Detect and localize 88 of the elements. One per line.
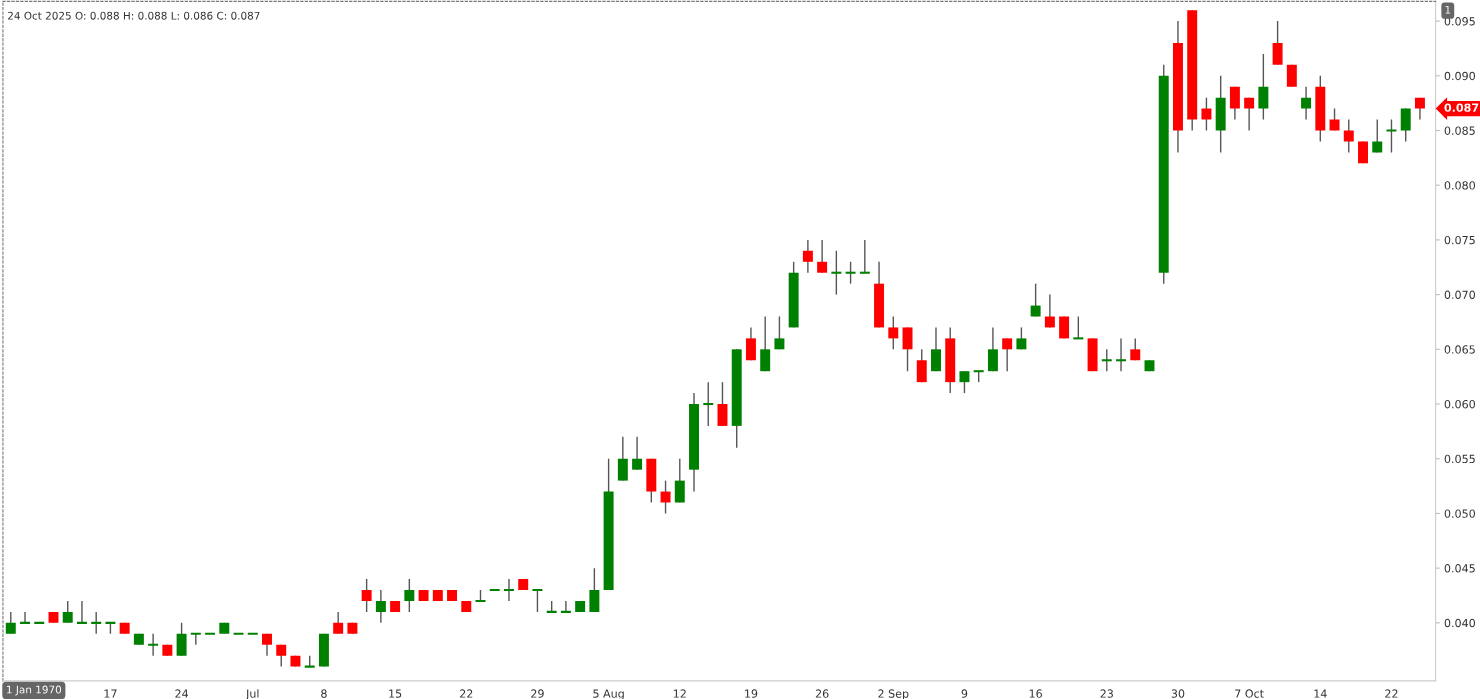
y-tick-label: 0.095: [1444, 17, 1475, 26]
candlestick: [702, 381, 715, 427]
y-tick-label: 0.050: [1444, 509, 1475, 518]
candlestick: [1343, 118, 1354, 154]
candlestick: [1329, 107, 1340, 132]
candlestick: [760, 315, 771, 372]
candlestick: [1258, 53, 1269, 121]
x-tick-label: 16: [1029, 689, 1042, 698]
candlestick: [75, 600, 88, 624]
x-tick-label: 8: [321, 689, 327, 698]
candlestick: [375, 589, 386, 624]
x-tick-label: 22: [1385, 689, 1398, 698]
candlestick: [333, 611, 344, 635]
candlestick: [858, 239, 871, 274]
candlestick: [830, 250, 843, 296]
x-tick-label: 30: [1171, 689, 1185, 698]
x-tick-label: 5 Aug: [593, 689, 624, 699]
x-tick-label: 15: [389, 689, 402, 698]
candlestick: [404, 578, 415, 613]
candlestick: [959, 370, 970, 394]
x-tick-label: 19: [745, 689, 758, 698]
candlestick: [62, 600, 73, 624]
candlestick: [531, 588, 544, 613]
y-tick-label: 0.045: [1444, 564, 1475, 573]
y-tick-label: 0.060: [1444, 400, 1475, 409]
candlestick: [617, 436, 628, 482]
candlestick: [5, 611, 16, 635]
candlestick: [774, 315, 785, 351]
candlestick: [817, 239, 828, 274]
y-tick-label: 0.065: [1444, 345, 1475, 354]
candlestick: [176, 622, 187, 657]
candlestick: [1030, 282, 1041, 318]
y-tick-label: 0.085: [1444, 126, 1475, 135]
candlestick: [632, 436, 643, 471]
candlestick: [1400, 107, 1411, 143]
y-tick-label: 0.075: [1444, 235, 1475, 245]
text: 0.087: [1444, 103, 1479, 112]
candlestick: [888, 315, 899, 351]
candlestick: [1385, 118, 1398, 154]
x-tick-label: 29: [531, 689, 544, 698]
candlestick: [589, 567, 600, 613]
candlestick: [717, 381, 728, 427]
x-tick-label: 24: [175, 689, 189, 698]
candlestick: [1044, 293, 1055, 329]
candlestick: [1229, 86, 1240, 121]
text: 24 Oct 2025 O: 0.088 H: 0.088 L: 0.086 C: 0.087: [8, 11, 260, 20]
x-tick-label: 14: [1314, 689, 1327, 698]
candlestick: [1002, 337, 1013, 372]
candlestick: [559, 600, 572, 613]
candlestick: [660, 479, 671, 515]
x-tick-label: 12: [673, 689, 686, 698]
y-tick-label: 0.080: [1444, 181, 1475, 190]
x-tick-label: 26: [815, 689, 829, 698]
candlestick: [502, 578, 515, 602]
candlestick: [844, 261, 857, 285]
x-tick-label: Jul: [245, 689, 259, 699]
candlestick: [674, 458, 685, 504]
x-tick-label: 9: [961, 689, 968, 698]
y-tick-label: 0.040: [1444, 618, 1475, 628]
candlestick: [189, 632, 202, 646]
x-tick-label: 2 Sep: [878, 689, 909, 699]
x-tick-label: 23: [1100, 689, 1113, 698]
x-tick-label: 17: [104, 689, 117, 698]
text: 1: [1445, 5, 1451, 14]
y-tick-label: 0.090: [1444, 71, 1475, 81]
candlestick: [1072, 315, 1085, 340]
text: 1 Jan 1970: [7, 685, 62, 696]
x-tick-label: 22: [460, 689, 473, 698]
candlestick: [802, 239, 813, 274]
candlestick: [902, 326, 913, 372]
candlestick: [1301, 86, 1312, 121]
y-tick-label: 0.055: [1444, 454, 1475, 464]
candlestick: [1100, 348, 1113, 372]
candlestick: [916, 348, 927, 383]
candlestick: [19, 611, 32, 624]
candlestick: [931, 326, 941, 372]
candlestick: [1115, 337, 1128, 372]
y-tick-label: 0.070: [1444, 290, 1475, 299]
candlestick: [1244, 96, 1255, 132]
candlestick: [361, 578, 372, 613]
candlestick: [987, 326, 998, 372]
candlestick: [745, 326, 756, 361]
candlestick: [90, 611, 103, 635]
candlestick: [1372, 118, 1383, 154]
x-tick-label: 7 Oct: [1235, 689, 1264, 698]
candlestick: [147, 633, 160, 657]
candlestick: [1272, 20, 1283, 66]
candlestick: [1201, 96, 1212, 132]
